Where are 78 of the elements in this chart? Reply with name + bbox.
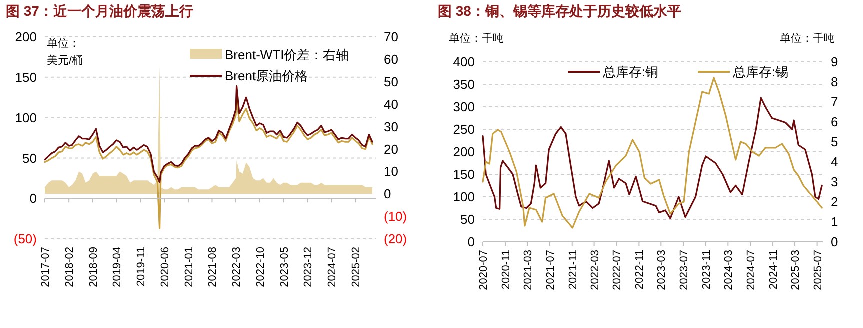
x-tick-label: 2025-03 [790,250,802,290]
y-tick-label: 100 [453,190,475,205]
y2-tick-label: (10) [384,209,408,224]
y2-tick-label: 20 [384,142,398,157]
x-tick-label: 2020-11 [500,250,513,290]
y-tick-label: 150 [453,167,475,182]
x-tick-label: 2023-07 [678,250,690,290]
y-tick-label: 0 [468,234,475,250]
y-tick-label: 200 [15,30,37,45]
y2-tick-label: 9 [831,54,838,70]
y2-tick-label: 6 [831,114,838,130]
x-tick-label: 2024-07 [326,247,339,288]
x-tick-label: 2018-02 [64,247,76,288]
y-tick-label: 50 [460,212,475,228]
y2-tick-label: 10 [384,164,398,180]
x-tick-label: 2022-07 [612,250,624,290]
y2-tick-label: 40 [384,96,398,112]
x-tick-label: 2021-11 [567,250,580,290]
line-series [482,97,823,220]
y2-tick-label: 8 [831,74,838,90]
y-tick-label: (50) [14,232,37,247]
line-series [482,77,823,229]
y2-tick-label: 4 [831,154,838,170]
x-tick-label: 2025-02 [350,247,363,288]
y2-tick-label: 70 [384,30,398,45]
x-tick-label: 2020-06 [159,247,172,288]
x-tick-label: 2022-11 [634,250,646,290]
legend-label: 总库存:铜 [602,64,659,80]
x-tick-label: 2019-11 [136,247,148,287]
y-tick-label: 200 [453,144,475,160]
y2-tick-label: 5 [831,134,838,150]
x-tick-label: 2022-10 [254,247,267,288]
x-tick-label: 2024-11 [768,250,780,290]
y2-tick-label: 0 [384,186,392,202]
y-tick-label: 50 [22,150,37,166]
x-tick-label: 2022-03 [231,247,243,288]
x-tick-label: 2018-09 [88,247,100,288]
x-tick-label: 2025-07 [812,250,824,290]
y2-tick-label: 1 [831,214,838,230]
x-tick-label: 2021-08 [207,247,220,288]
x-tick-label: 2023-05 [278,247,291,288]
x-tick-label: 2024-07 [745,250,758,290]
y2-tick-label: 3 [831,174,838,190]
y2-axis-title: 单位：千吨 [780,32,835,45]
legend-label: 总库存:锡 [732,64,789,80]
y2-tick-label: (20) [384,232,408,247]
line-series [44,85,374,184]
x-tick-label: 2023-11 [701,250,714,290]
y-tick-label: 250 [453,122,475,138]
y-tick-label: 300 [453,100,475,115]
x-tick-label: 2021-01 [183,247,196,288]
y-tick-label: 100 [15,110,37,126]
x-tick-label: 2020-07 [478,250,490,290]
y-tick-label: 0 [30,191,37,206]
x-tick-label: 2021-03 [522,250,534,290]
y2-tick-label: 50 [384,74,398,90]
y-axis-title: 单位：千吨 [449,32,504,45]
y2-tick-label: 0 [831,234,838,250]
y2-tick-label: 30 [384,119,398,134]
x-tick-label: 2023-12 [302,247,315,288]
y2-tick-label: 60 [384,52,398,67]
y-tick-label: 400 [453,54,475,70]
legend-label: Brent原油价格 [225,68,308,84]
x-tick-label: 2019-04 [112,247,124,288]
x-tick-label: 2024-03 [723,250,736,290]
x-tick-label: 2021-07 [544,250,557,290]
chart-title: 图 37：近一个月油价震荡上行 [6,3,194,19]
y-axis-title: 单位：美元/桶 [47,37,84,67]
legend-label: Brent-WTI价差：右轴 [225,48,350,63]
x-tick-label: 2023-03 [656,250,668,290]
y-tick-label: 150 [15,70,37,85]
y2-tick-label: 7 [831,94,838,110]
chart-title: 图 38：铜、锡等库存处于历史较低水平 [438,3,682,19]
x-tick-label: 2017-07 [40,247,52,288]
x-tick-label: 2022-03 [589,250,602,290]
y-tick-label: 350 [453,77,475,92]
line-series [44,98,374,230]
y2-tick-label: 2 [831,194,838,210]
